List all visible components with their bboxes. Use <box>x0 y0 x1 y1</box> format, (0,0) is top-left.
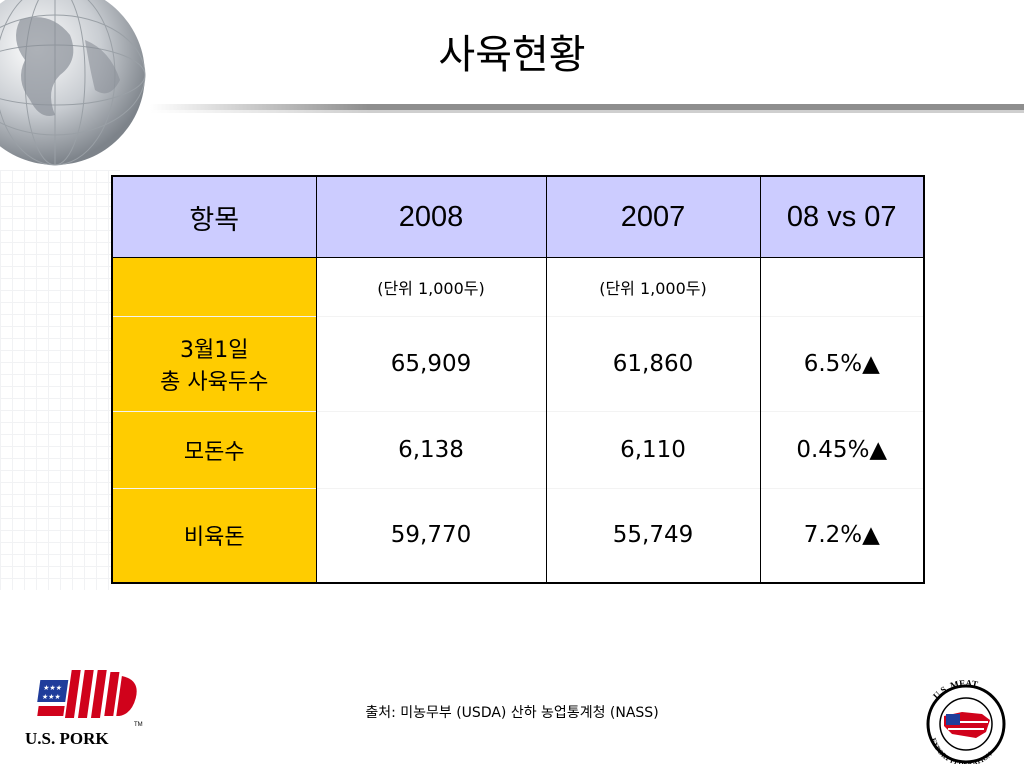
us-pork-wordmark: U.S. PORK <box>25 729 109 748</box>
value-2007: 55,749 <box>545 488 761 583</box>
unit-label-cell <box>111 257 317 317</box>
value-2007: 61,860 <box>545 316 761 412</box>
title-divider <box>150 104 1024 110</box>
unit-2007: (단위 1,000두) <box>545 257 761 317</box>
title-divider-shadow <box>150 110 1024 113</box>
page-title: 사육현황 <box>438 32 586 78</box>
row-label-line2: 총 사육두수 <box>160 370 269 395</box>
livestock-table: 항목 2008 2007 08 vs 07 (단위 1,000두) (단위 1,… <box>111 175 925 584</box>
table-row: 3월1일 총 사육두수 65,909 61,860 6.5%▲ <box>111 316 925 412</box>
value-change: 6.5%▲ <box>759 316 925 412</box>
header-comparison: 08 vs 07 <box>759 176 925 258</box>
row-label-finishing: 비육돈 <box>111 488 317 583</box>
unit-comparison <box>759 257 925 317</box>
source-footnote: 출처: 미농무부 (USDA) 산하 농업통계청 (NASS) <box>365 705 659 721</box>
row-label-total: 3월1일 총 사육두수 <box>111 316 317 412</box>
unit-2008: (단위 1,000두) <box>315 257 547 317</box>
globe-icon <box>0 0 146 166</box>
value-2007: 6,110 <box>545 411 761 489</box>
table-row: 모돈수 6,138 6,110 0.45%▲ <box>111 411 925 489</box>
svg-text:★★★: ★★★ <box>43 683 63 692</box>
header-2008: 2008 <box>315 176 547 258</box>
meat-federation-seal: U.S. MEAT EXPORT FEDERATION <box>926 680 1006 764</box>
background-grid <box>0 170 120 590</box>
value-2008: 59,770 <box>315 488 547 583</box>
header-item: 항목 <box>111 176 317 258</box>
unit-row: (단위 1,000두) (단위 1,000두) <box>111 257 925 317</box>
header-2007: 2007 <box>545 176 761 258</box>
value-change: 7.2%▲ <box>759 488 925 583</box>
value-change: 0.45%▲ <box>759 411 925 489</box>
table-row: 비육돈 59,770 55,749 7.2%▲ <box>111 488 925 583</box>
us-pork-trademark: TM <box>134 722 143 728</box>
flag-pig-logo: ★★★ ★★★ U.S. PORK TM <box>25 670 143 748</box>
value-2008: 65,909 <box>315 316 547 412</box>
row-label-line1: 3월1일 <box>180 338 249 363</box>
svg-text:★★★: ★★★ <box>41 692 61 701</box>
table-header-row: 항목 2008 2007 08 vs 07 <box>111 176 925 258</box>
row-label-sows: 모돈수 <box>111 411 317 489</box>
value-2008: 6,138 <box>315 411 547 489</box>
